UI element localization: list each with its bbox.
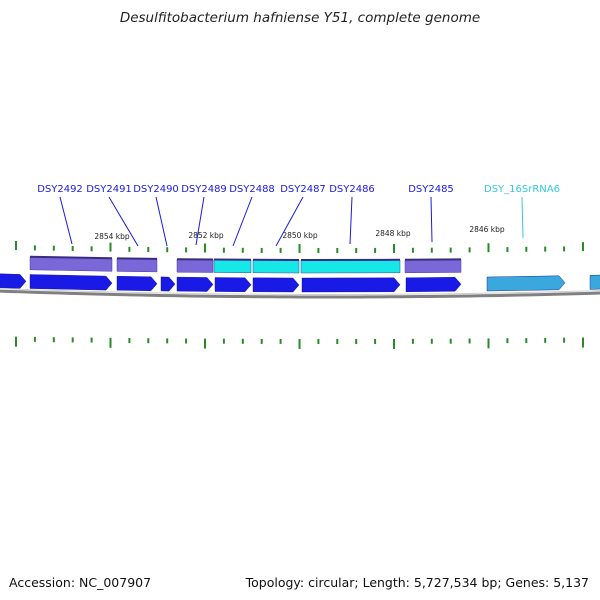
- gene-leader-line: [232, 196, 253, 247]
- gene-leader-line: [195, 196, 205, 246]
- gene-leader-line: [108, 196, 139, 247]
- backbone-line: [0, 289, 600, 299]
- gene-label[interactable]: DSY2486: [329, 184, 375, 195]
- gene-leader-line: [59, 196, 73, 245]
- gene-arrow[interactable]: [252, 277, 300, 293]
- cog-block: [213, 259, 252, 274]
- cog-block: [300, 259, 401, 274]
- gene-leader-line: [275, 196, 304, 247]
- scale-labels: 2854 kbp 2852 kbp 2850 kbp 2848 kbp 2846 kbp: [94, 225, 505, 241]
- gene-label[interactable]: DSY_16SrRNA6: [484, 184, 560, 195]
- tick-marks-upper: [15, 241, 584, 253]
- page-title: Desulfitobacterium hafniense Y51, comple…: [119, 10, 481, 26]
- cog-block: [116, 258, 158, 273]
- scale-label: 2850 kbp: [282, 231, 318, 240]
- gene-arrow[interactable]: [29, 274, 113, 291]
- gene-label[interactable]: DSY2488: [229, 184, 275, 195]
- backbone-highlight: [0, 288, 600, 296]
- scale-label: 2854 kbp: [94, 232, 130, 241]
- gene-arrow[interactable]: [589, 274, 600, 290]
- gene-arrow[interactable]: [301, 277, 401, 293]
- cog-block: [404, 259, 462, 274]
- gene-label[interactable]: DSY2487: [280, 184, 326, 195]
- gene-arrow[interactable]: [214, 277, 252, 293]
- cog-track: [29, 255, 462, 274]
- accession-text: Accession: NC_007907: [9, 575, 152, 590]
- gene-leader-line: [155, 196, 168, 247]
- gene-label[interactable]: DSY2485: [408, 184, 454, 195]
- gene-arrow[interactable]: [486, 275, 566, 292]
- gene-arrow[interactable]: [116, 275, 158, 292]
- gene-label[interactable]: DSY2490: [133, 184, 179, 195]
- gene-arrow[interactable]: [176, 276, 214, 292]
- tick-marks-lower: [15, 336, 584, 349]
- cog-block-edge: [116, 257, 158, 260]
- gene-arrow[interactable]: [405, 277, 462, 293]
- genome-summary-text: Topology: circular; Length: 5,727,534 bp…: [245, 575, 589, 590]
- gene-leader-line: [430, 196, 433, 243]
- backbone-arc: [0, 288, 600, 299]
- cog-block: [176, 258, 214, 273]
- gene-callouts: DSY2492 DSY2491 DSY2490 DSY2489 DSY2488 DSY24…: [37, 184, 560, 247]
- gene-leader-line: [349, 196, 353, 245]
- gene-leader-line: [521, 196, 524, 239]
- scale-label: 2846 kbp: [469, 225, 505, 234]
- cog-block: [252, 259, 300, 274]
- scale-label: 2848 kbp: [375, 229, 411, 238]
- gene-arrow[interactable]: [160, 276, 176, 292]
- gene-label[interactable]: DSY2491: [86, 184, 132, 195]
- gene-arrow[interactable]: [0, 273, 27, 289]
- gene-label[interactable]: DSY2489: [181, 184, 227, 195]
- cog-block-edge: [29, 255, 113, 260]
- gene-track: [0, 273, 600, 293]
- gene-label[interactable]: DSY2492: [37, 184, 83, 195]
- scale-label: 2852 kbp: [188, 231, 224, 240]
